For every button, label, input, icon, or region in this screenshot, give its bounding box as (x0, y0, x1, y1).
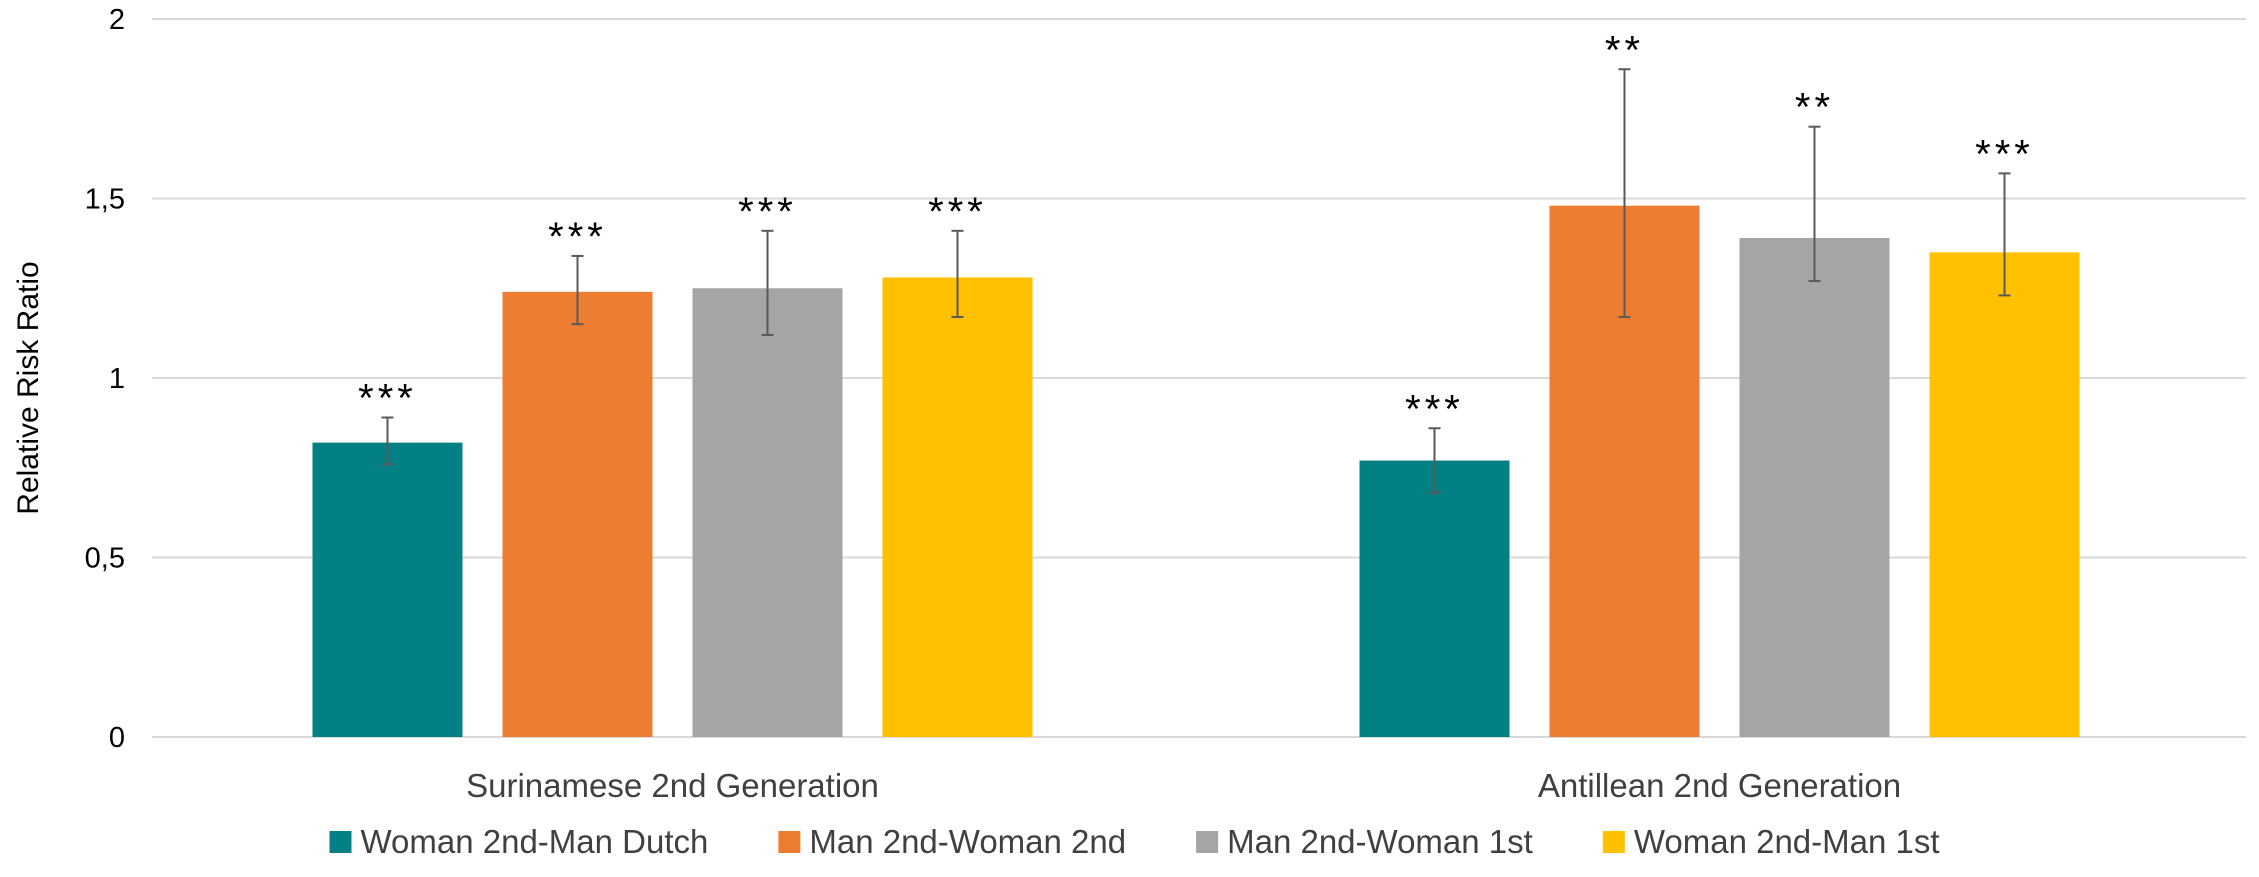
significance-label: *** (928, 190, 987, 234)
error-bar (1618, 68, 1631, 318)
significance-label: *** (548, 215, 607, 259)
bar (692, 288, 843, 737)
legend-swatch (778, 831, 801, 853)
legend-item: Man 2nd-Woman 2nd (778, 823, 1126, 860)
bar (1739, 237, 1890, 738)
error-bars (381, 68, 2011, 494)
error-bar (761, 229, 774, 336)
legend-item: Woman 2nd-Man Dutch (329, 823, 708, 860)
significance-label: *** (1975, 132, 2034, 176)
legend: Woman 2nd-Man Dutch Man 2nd-Woman 2nd Man … (329, 823, 1940, 860)
significance-label: *** (738, 190, 797, 234)
legend-swatch (329, 831, 352, 853)
x-category-label: Surinamese 2nd Generation (466, 767, 879, 804)
bars (312, 205, 2080, 738)
y-axis-title: Relative Risk Ratio (12, 261, 45, 514)
error-bar (381, 416, 394, 466)
error-bar (1808, 125, 1821, 283)
y-axis-ticks: 0 0,5 1 1,5 2 (85, 4, 125, 754)
legend-item: Man 2nd-Woman 1st (1196, 823, 1533, 860)
error-bar (951, 229, 964, 318)
x-category-label: Antillean 2nd Generation (1538, 767, 1901, 804)
error-bar (1428, 427, 1441, 494)
legend-item: Woman 2nd-Man 1st (1602, 823, 1940, 860)
significance-labels: ********* ************* (358, 28, 2034, 431)
gridlines (152, 18, 2246, 738)
significance-label: *** (1405, 387, 1464, 431)
y-tick-label: 2 (109, 4, 125, 36)
x-axis-categories: Surinamese 2nd Generation Antillean 2nd G… (466, 767, 1901, 804)
significance-label: ** (1795, 86, 1834, 130)
significance-label: ** (1605, 28, 1644, 72)
bar (1929, 252, 2080, 737)
y-tick-label: 0 (109, 722, 125, 754)
bar (1359, 460, 1510, 737)
y-tick-label: 1,5 (85, 184, 125, 216)
bar (312, 442, 463, 737)
y-tick-label: 0,5 (85, 543, 125, 575)
legend-label: Man 2nd-Woman 2nd (809, 823, 1126, 860)
legend-label: Woman 2nd-Man 1st (1634, 823, 1940, 860)
legend-label: Man 2nd-Woman 1st (1227, 823, 1533, 860)
significance-label: *** (358, 376, 417, 420)
legend-label: Woman 2nd-Man Dutch (360, 823, 708, 860)
legend-swatch (1196, 831, 1219, 853)
error-bar (571, 254, 584, 326)
y-tick-label: 1 (109, 363, 125, 395)
bar (882, 277, 1033, 737)
error-bar (1998, 172, 2011, 297)
bar (502, 291, 653, 737)
legend-swatch (1602, 831, 1625, 853)
